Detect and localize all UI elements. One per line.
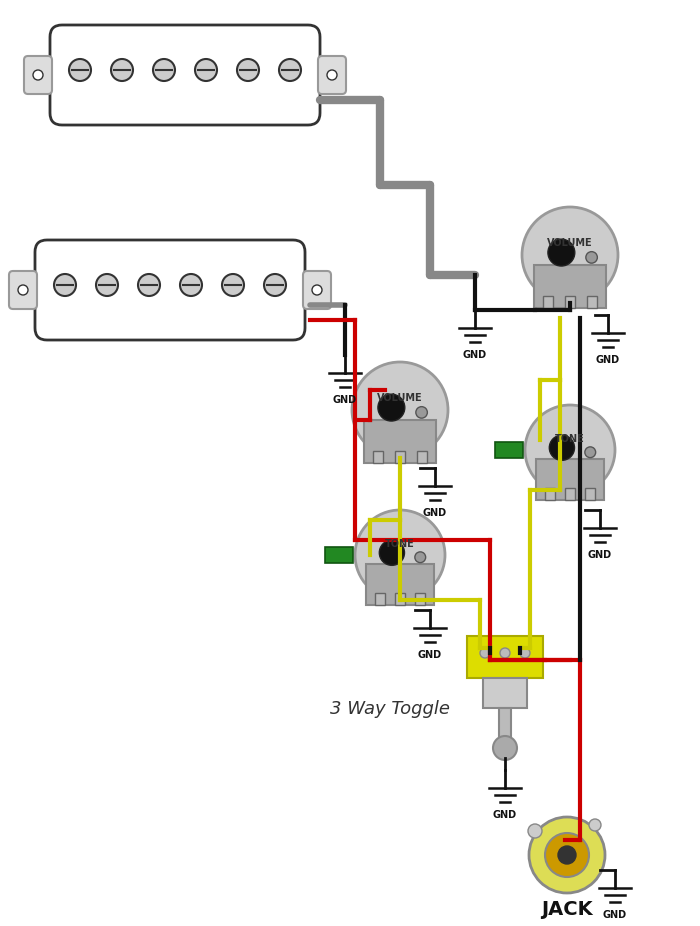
Circle shape — [54, 274, 76, 296]
Bar — [366, 564, 434, 605]
Bar — [483, 678, 527, 708]
Circle shape — [96, 274, 118, 296]
Bar — [374, 593, 385, 605]
Bar — [416, 451, 426, 463]
Circle shape — [550, 435, 575, 460]
Circle shape — [195, 59, 217, 81]
Circle shape — [529, 817, 605, 893]
Circle shape — [585, 447, 596, 457]
Text: VOLUME: VOLUME — [547, 238, 593, 248]
Text: GND: GND — [423, 508, 447, 518]
Circle shape — [379, 540, 405, 566]
Circle shape — [69, 59, 91, 81]
Bar — [467, 636, 543, 678]
Bar — [565, 295, 575, 307]
Circle shape — [493, 736, 517, 760]
FancyBboxPatch shape — [50, 25, 320, 125]
Circle shape — [548, 239, 575, 266]
Circle shape — [264, 274, 286, 296]
Bar — [587, 295, 596, 307]
Circle shape — [180, 274, 202, 296]
Text: GND: GND — [418, 650, 442, 660]
Circle shape — [355, 510, 445, 600]
Text: TONE: TONE — [555, 433, 585, 444]
Circle shape — [237, 59, 259, 81]
Text: 3 Way Toggle: 3 Way Toggle — [330, 700, 450, 718]
Circle shape — [528, 824, 542, 838]
Circle shape — [525, 405, 615, 495]
Circle shape — [589, 819, 601, 831]
FancyBboxPatch shape — [24, 56, 52, 94]
Circle shape — [18, 285, 28, 295]
Text: GND: GND — [588, 550, 612, 560]
Circle shape — [138, 274, 160, 296]
Text: GND: GND — [603, 910, 627, 920]
Circle shape — [352, 362, 448, 458]
Text: GND: GND — [596, 355, 620, 365]
Text: GND: GND — [333, 395, 357, 405]
Circle shape — [378, 394, 405, 421]
Bar — [373, 451, 384, 463]
Bar — [545, 487, 554, 499]
Bar — [536, 459, 603, 499]
FancyBboxPatch shape — [318, 56, 346, 94]
Bar — [395, 593, 405, 605]
Text: GND: GND — [493, 810, 517, 820]
Circle shape — [111, 59, 133, 81]
Bar — [534, 265, 606, 307]
Circle shape — [222, 274, 244, 296]
Text: VOLUME: VOLUME — [377, 393, 423, 403]
Circle shape — [416, 407, 428, 419]
Bar — [585, 487, 595, 499]
Circle shape — [500, 648, 510, 658]
Circle shape — [480, 648, 490, 658]
Circle shape — [558, 846, 576, 864]
Bar — [364, 419, 436, 463]
Circle shape — [33, 70, 43, 80]
Bar — [495, 442, 523, 458]
FancyBboxPatch shape — [303, 271, 331, 309]
Circle shape — [327, 70, 337, 80]
Circle shape — [545, 833, 589, 877]
Text: GND: GND — [463, 350, 487, 360]
Circle shape — [153, 59, 175, 81]
Bar — [415, 593, 426, 605]
Bar — [565, 487, 575, 499]
Bar — [543, 295, 554, 307]
Circle shape — [520, 648, 530, 658]
FancyBboxPatch shape — [9, 271, 37, 309]
Circle shape — [415, 552, 426, 563]
Bar — [499, 708, 511, 738]
Circle shape — [279, 59, 301, 81]
Bar — [395, 451, 405, 463]
Circle shape — [522, 207, 618, 303]
Circle shape — [586, 252, 597, 263]
Circle shape — [312, 285, 322, 295]
FancyBboxPatch shape — [35, 240, 305, 340]
Text: TONE: TONE — [385, 539, 415, 549]
Bar — [325, 547, 353, 563]
Text: JACK: JACK — [541, 900, 593, 919]
